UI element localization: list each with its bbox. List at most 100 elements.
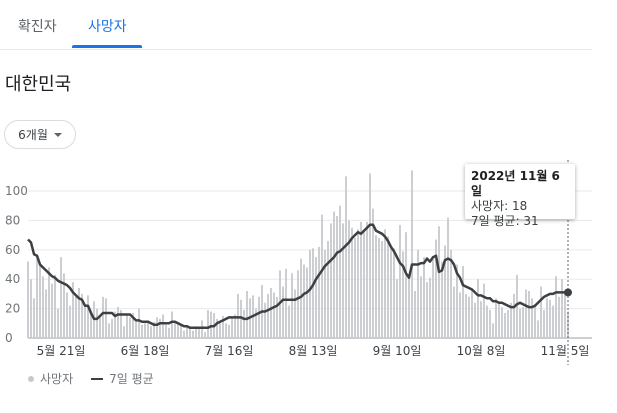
bar (555, 276, 557, 338)
bar (501, 307, 503, 338)
bar (318, 246, 320, 338)
legend-line-label: 7일 평균 (109, 372, 154, 386)
bar (84, 304, 86, 338)
bar (234, 314, 236, 338)
bar (441, 261, 443, 338)
bar (168, 327, 170, 338)
bar (222, 315, 224, 338)
bar (408, 276, 410, 338)
bar (33, 298, 35, 338)
bar (378, 238, 380, 338)
bar (114, 311, 116, 338)
tooltip-average: 7일 평균: 31 (471, 214, 539, 228)
bar (480, 301, 482, 338)
bar (255, 308, 257, 338)
bar (468, 296, 470, 338)
bar (459, 292, 461, 338)
x-tick-label: 8월 13일 (289, 344, 338, 358)
bar (267, 293, 269, 338)
bar (549, 299, 551, 338)
chart-x-ticks: 5월 21일 6월 18일 7월 16일 8월 13일 9월 10일 10월 8일 11월 … (37, 344, 590, 358)
bar (390, 246, 392, 338)
bar (564, 290, 566, 338)
tab-confirmed[interactable]: 확진자 (18, 19, 57, 35)
bar (435, 239, 437, 338)
tab-bar: 확진자 사망자 (0, 0, 592, 50)
bar (300, 258, 302, 338)
bar (504, 313, 506, 338)
bar (351, 227, 353, 338)
x-tick-label: 11월 5일 (541, 344, 590, 358)
bar (66, 292, 68, 338)
bar (528, 290, 530, 338)
legend-bar-swatch (28, 375, 34, 382)
chart-y-ticks: 0 20 40 60 80 100 (5, 184, 28, 345)
deaths-chart[interactable]: 0 20 40 60 80 100 5월 21일 6월 18일 7월 16일 8월 13일 9월 … (0, 160, 600, 365)
bar (495, 298, 497, 338)
bar (306, 267, 308, 338)
bar (105, 298, 107, 338)
bar (399, 224, 401, 338)
bar (156, 317, 158, 338)
bar (165, 324, 167, 338)
bar (219, 321, 221, 338)
bar (141, 324, 143, 338)
bar (150, 326, 152, 338)
x-tick-label: 6월 18일 (121, 344, 170, 358)
bar (405, 232, 407, 338)
bar (108, 323, 110, 338)
active-tab-indicator (72, 45, 142, 48)
bar (225, 323, 227, 338)
bar (87, 295, 89, 338)
bar (546, 298, 548, 338)
bar (336, 216, 338, 338)
tooltip-deaths: 사망자: 18 (471, 199, 528, 213)
range-selector-button[interactable]: 6개월 (4, 120, 76, 149)
tab-deaths[interactable]: 사망자 (88, 19, 127, 35)
bar (486, 305, 488, 338)
bar (429, 277, 431, 338)
bar (483, 283, 485, 338)
bar (540, 286, 542, 338)
bar (273, 292, 275, 338)
bar (426, 282, 428, 338)
bar (462, 265, 464, 338)
bar (102, 296, 104, 338)
bar (186, 327, 188, 338)
bar (303, 264, 305, 338)
bar (288, 305, 290, 338)
bar (402, 251, 404, 338)
y-tick-label: 20 (5, 302, 20, 316)
bar (207, 310, 209, 338)
bar (123, 326, 125, 338)
caret-down-icon (53, 132, 62, 137)
bar (516, 274, 518, 338)
bar (324, 249, 326, 338)
bar (204, 332, 206, 338)
bar (360, 221, 362, 338)
bar (111, 318, 113, 338)
bar (333, 211, 335, 338)
bar (231, 317, 233, 338)
bar (522, 307, 524, 338)
bar (552, 305, 554, 338)
bar (417, 249, 419, 338)
bar (42, 276, 44, 338)
x-tick-label: 10월 8일 (457, 344, 506, 358)
bar (237, 293, 239, 338)
bar (120, 310, 122, 338)
bar (477, 279, 479, 338)
bar (246, 290, 248, 338)
bar (381, 241, 383, 338)
y-tick-label: 60 (5, 243, 20, 257)
bar (78, 288, 80, 338)
bar (81, 293, 83, 338)
bar (183, 330, 185, 338)
bar (69, 305, 71, 338)
y-tick-label: 40 (5, 272, 20, 286)
bar (489, 310, 491, 338)
bar (339, 205, 341, 338)
bar (372, 208, 374, 338)
bar (51, 283, 53, 338)
bar (432, 258, 434, 338)
